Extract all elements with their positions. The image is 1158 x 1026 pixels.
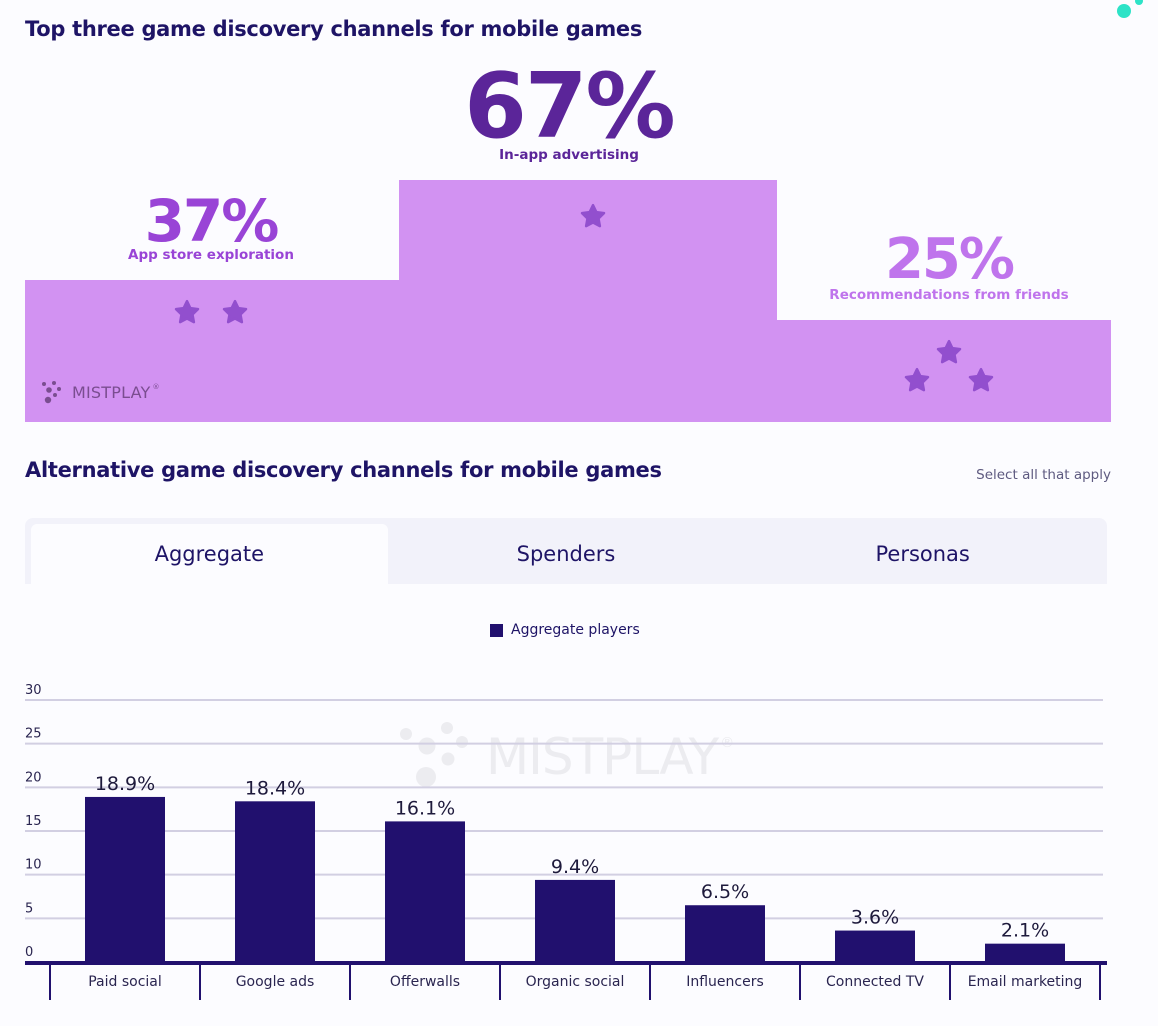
star-icon — [904, 367, 930, 392]
y-tick-label: 0 — [25, 945, 33, 960]
y-tick-label: 20 — [25, 770, 42, 785]
chart-legend: Aggregate players — [490, 622, 640, 638]
star-icon — [968, 367, 994, 392]
star-icon — [222, 299, 248, 324]
legend-label: Aggregate players — [511, 622, 640, 638]
mistplay-logo-text: MISTPLAY — [72, 382, 151, 402]
select-all-hint: Select all that apply — [976, 467, 1111, 483]
podium-block-right — [776, 320, 1111, 422]
top-channels-title: Top three game discovery channels for mo… — [25, 17, 643, 41]
y-tick-label: 10 — [25, 858, 42, 873]
accent-dot-small — [1135, 0, 1143, 5]
podium-right-label: Recommendations from friends — [829, 287, 1069, 303]
y-tick-label: 30 — [25, 683, 42, 698]
podium-right-value: 25% — [884, 227, 1015, 292]
x-category-label: Offerwalls — [390, 974, 460, 990]
mistplay-logo: MISTPLAY ® — [40, 380, 159, 404]
mistplay-dots-icon — [42, 381, 61, 404]
registered-mark: ® — [152, 383, 160, 391]
y-tick-label: 5 — [25, 901, 33, 916]
bar-value-label: 9.4% — [551, 856, 599, 878]
bar-value-label: 2.1% — [1001, 920, 1049, 942]
bar — [235, 801, 315, 962]
legend-swatch — [490, 623, 503, 637]
bar — [535, 879, 615, 962]
tab-aggregate[interactable]: Aggregate — [31, 524, 388, 584]
bar — [835, 930, 915, 962]
bar-value-label: 18.9% — [95, 773, 155, 795]
alternative-channels-title: Alternative game discovery channels for … — [25, 458, 662, 482]
bar-value-label: 16.1% — [395, 797, 455, 819]
y-tick-label: 15 — [25, 814, 42, 829]
tab-spenders[interactable]: Spenders — [516, 542, 616, 566]
y-tick-label: 25 — [25, 727, 42, 742]
bar-value-label: 6.5% — [701, 881, 749, 903]
tab-personas[interactable]: Personas — [875, 542, 970, 566]
podium-left-value: 37% — [144, 187, 280, 255]
bar — [985, 943, 1065, 962]
x-category-label: Organic social — [526, 974, 625, 990]
star-icon — [174, 299, 200, 324]
podium-left-label: App store exploration — [128, 247, 294, 263]
bar — [685, 905, 765, 962]
bar-value-label: 18.4% — [245, 777, 305, 799]
x-category-label: Google ads — [236, 974, 315, 990]
bar — [385, 821, 465, 962]
bar-value-label: 3.6% — [851, 907, 899, 929]
x-category-label: Connected TV — [826, 974, 924, 990]
x-category-label: Email marketing — [968, 974, 1083, 990]
x-category-label: Paid social — [88, 974, 162, 990]
bar — [85, 796, 165, 962]
tab-bar: Aggregate Spenders Personas — [25, 518, 1107, 584]
accent-dot-large — [1117, 4, 1131, 18]
star-icon — [580, 203, 606, 228]
star-icon — [936, 339, 962, 364]
podium-center-label: In-app advertising — [499, 147, 639, 163]
x-category-label: Influencers — [686, 974, 764, 990]
podium-block-left — [25, 280, 400, 422]
podium-center-value: 67% — [464, 54, 675, 159]
